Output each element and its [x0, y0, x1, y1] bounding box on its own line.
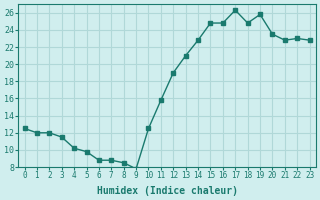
X-axis label: Humidex (Indice chaleur): Humidex (Indice chaleur) — [97, 186, 237, 196]
